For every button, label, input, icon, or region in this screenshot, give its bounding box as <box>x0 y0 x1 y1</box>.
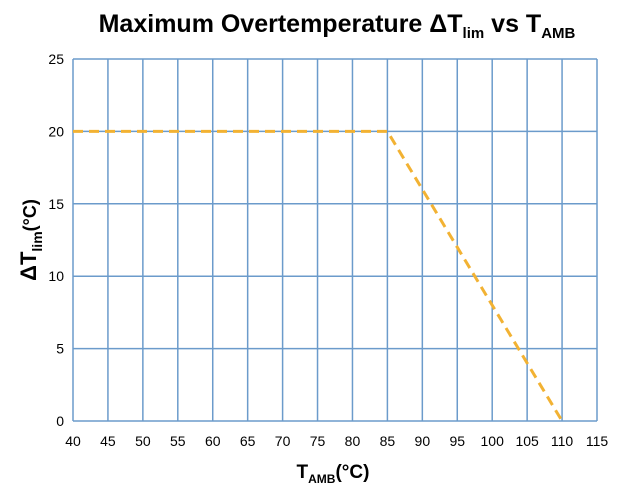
y-axis-label-sub: lim <box>29 231 45 251</box>
x-tick-labels: 40 45 50 55 60 65 70 75 80 85 90 95 100 105 110 115 <box>65 433 608 449</box>
x-axis-label-sub: AMB <box>308 472 336 486</box>
x-tick-label: 65 <box>240 433 256 449</box>
x-tick-label: 85 <box>380 433 396 449</box>
x-tick-label: 40 <box>65 433 81 449</box>
y-tick-label: 15 <box>48 196 64 212</box>
x-axis-label-unit: (°C) <box>335 462 369 483</box>
x-axis-label: TAMB(°C) <box>297 462 370 486</box>
x-tick-label: 50 <box>135 433 151 449</box>
series-layer <box>73 129 564 422</box>
y-tick-label: 5 <box>56 341 64 357</box>
chart-title-middle: vs T <box>484 10 541 38</box>
x-tick-label: 95 <box>449 433 465 449</box>
x-tick-label: 80 <box>345 433 361 449</box>
chart-title-sub2: AMB <box>541 25 575 42</box>
x-tick-label: 110 <box>551 433 574 449</box>
chart-title: Maximum Overtemperature ΔTlim vs TAMB <box>99 10 576 42</box>
x-tick-label: 105 <box>515 433 539 449</box>
y-axis-label: ΔTlim(°C) <box>16 199 45 281</box>
y-tick-label: 0 <box>56 413 64 429</box>
x-tick-label: 55 <box>170 433 186 449</box>
grid <box>72 58 598 422</box>
y-axis-label-main: ΔT <box>16 251 41 281</box>
x-tick-label: 115 <box>586 433 609 449</box>
y-tick-label: 10 <box>48 268 64 284</box>
chart-title-prefix: Maximum Overtemperature ΔT <box>99 10 463 38</box>
x-tick-label: 75 <box>310 433 326 449</box>
x-tick-label: 70 <box>275 433 291 449</box>
x-axis-label-main: T <box>297 462 309 483</box>
x-tick-label: 45 <box>100 433 116 449</box>
y-tick-label: 20 <box>48 123 64 139</box>
y-tick-label: 25 <box>48 51 64 67</box>
x-tick-label: 100 <box>481 433 505 449</box>
series-line-0 <box>73 129 564 422</box>
x-tick-label: 90 <box>415 433 431 449</box>
chart-title-sub1: lim <box>463 25 485 42</box>
y-tick-labels: 0 5 10 15 20 25 <box>48 51 64 429</box>
y-axis-label-unit: (°C) <box>20 199 40 231</box>
x-tick-label: 60 <box>205 433 221 449</box>
